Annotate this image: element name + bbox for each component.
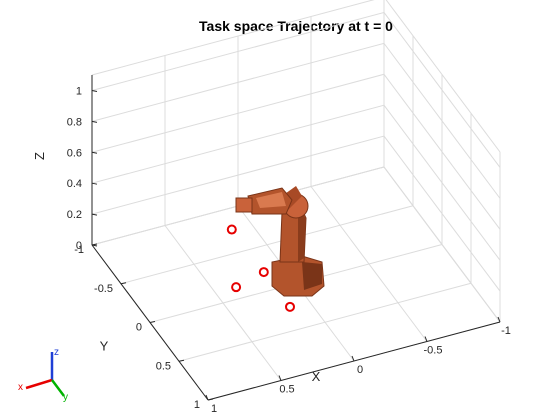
x-tick-label: 0.5: [279, 384, 294, 396]
y-axis-label: Y: [100, 339, 109, 354]
trajectory-point: [260, 268, 268, 276]
z-axis-label: Z: [32, 152, 47, 160]
y-tick: [179, 360, 184, 361]
x-tick-label: 1: [211, 403, 217, 415]
trajectory-point: [228, 226, 236, 234]
z-tick: [92, 214, 97, 215]
z-tick: [92, 152, 97, 153]
z-tick-label: 1: [76, 85, 82, 97]
triad-x-axis: [26, 380, 52, 388]
y-tick-label: 0: [136, 322, 142, 334]
z-tick: [92, 121, 97, 122]
x-tick-label: 0: [357, 364, 363, 376]
y-tick-label: 1: [194, 399, 200, 411]
y-tick: [121, 283, 126, 284]
z-tick-label: 0.4: [67, 178, 82, 190]
z-tick-label: 0.2: [67, 209, 82, 221]
z-tick: [92, 183, 97, 184]
trajectory-point: [286, 303, 294, 311]
triad-x-label: x: [18, 382, 23, 393]
z-tick-label: 0.8: [67, 116, 82, 128]
triad-y-label: y: [63, 392, 68, 403]
x-tick-label: -1: [501, 325, 511, 337]
y-tick: [150, 322, 155, 323]
z-tick-label: 0.6: [67, 147, 82, 159]
x-axis-label: X: [312, 369, 321, 384]
z-tick-label: 0: [76, 240, 82, 252]
orientation-triad: z x y: [18, 347, 68, 403]
y-tick-label: -0.5: [94, 283, 113, 295]
y-tick: [208, 399, 213, 400]
y-tick-label: 0.5: [156, 360, 171, 372]
triad-z-label: z: [54, 347, 59, 358]
trajectory-point: [232, 283, 240, 291]
x-tick-label: -0.5: [424, 345, 443, 357]
z-tick: [92, 90, 97, 91]
